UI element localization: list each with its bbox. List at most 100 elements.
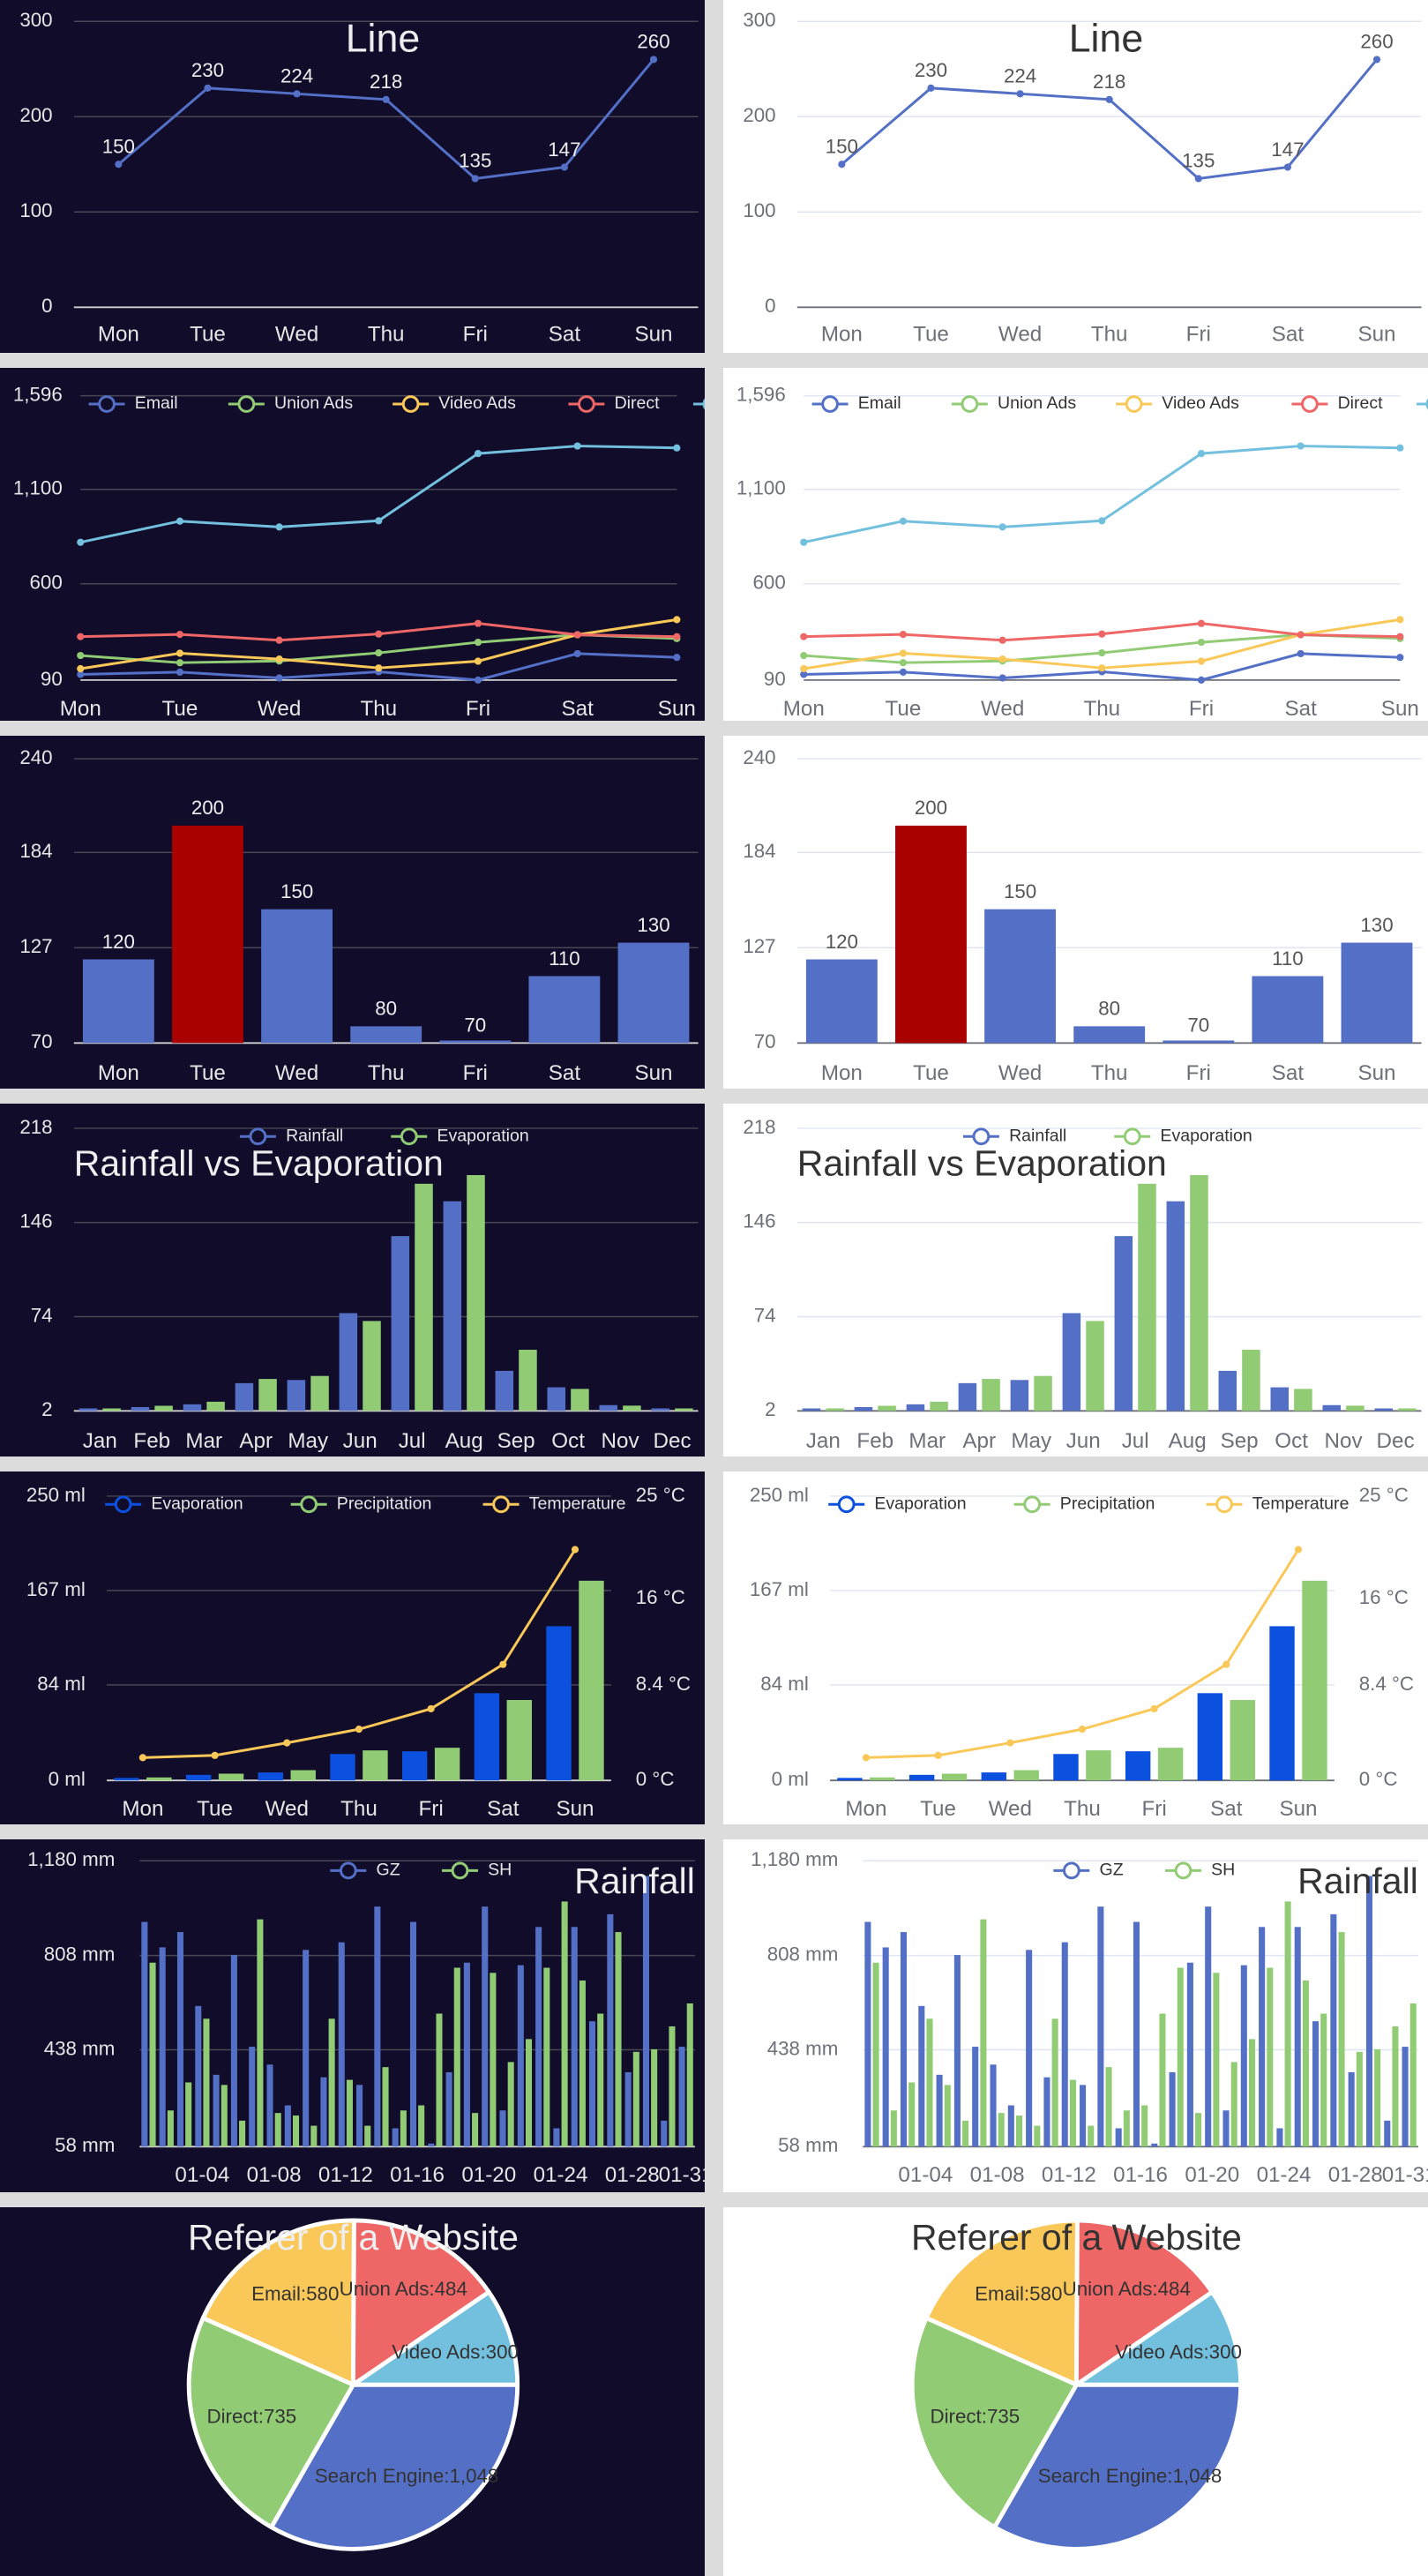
bar <box>195 2005 202 2147</box>
bar <box>1115 2128 1122 2147</box>
bar <box>114 1778 139 1781</box>
point <box>176 668 184 676</box>
bar <box>1252 976 1324 1044</box>
point <box>998 655 1006 663</box>
point <box>1150 1704 1158 1713</box>
data-label: 224 <box>280 65 313 87</box>
bar <box>543 1967 550 2147</box>
chart-panel-light: 90 600 1,100 1,596 Mon Tue Wed Thu Fri Sat Sun Emai… <box>723 368 1428 721</box>
y-tick-label: 808 mm <box>44 1943 116 1966</box>
bar <box>1322 1404 1342 1412</box>
bar <box>1125 1751 1151 1781</box>
legend-icon <box>961 395 979 413</box>
bar <box>206 1401 225 1412</box>
x-tick-label: Thu <box>340 1797 378 1821</box>
data-label: 218 <box>1093 71 1125 93</box>
bar <box>617 942 690 1044</box>
bar <box>1269 1626 1295 1781</box>
x-tick-label: May <box>1011 1429 1052 1453</box>
x-tick-label: Jun <box>1066 1429 1101 1453</box>
bar <box>519 1350 537 1412</box>
x-tick-label: Sun <box>1279 1797 1317 1821</box>
x-tick-label: 01-31 <box>659 2163 705 2187</box>
bar <box>1259 1927 1266 2147</box>
data-label: 200 <box>915 797 947 819</box>
y-tick-label: 167 ml <box>26 1578 86 1600</box>
bar <box>936 2074 943 2147</box>
point <box>838 161 846 168</box>
bar <box>872 1962 879 2147</box>
bar <box>1341 942 1413 1044</box>
point <box>1016 90 1024 98</box>
bar <box>443 1201 462 1412</box>
bar <box>900 1932 908 2147</box>
bar <box>434 1748 460 1781</box>
bar <box>1302 1580 1327 1781</box>
legend-label: Precipitation <box>337 1494 432 1513</box>
bar <box>571 1927 578 2147</box>
bar <box>1013 1770 1039 1781</box>
chart-panel-dark: 0 100 200 300 Mon Tue Wed Thu Fri Sat Sun 150 230 224… <box>0 0 705 353</box>
bar <box>1276 2128 1283 2147</box>
bar <box>428 2143 435 2147</box>
x-tick-label: Nov <box>1325 1429 1364 1453</box>
y-tick-label: 167 ml <box>750 1578 809 1600</box>
bar <box>1398 1408 1417 1412</box>
legend-label: GZ <box>377 1861 400 1880</box>
x-tick-label: Mon <box>783 697 825 721</box>
chart-panel-light: 58 mm 438 mm 808 mm 1,180 mm 01-04 01-08 01-12… <box>723 1839 1428 2192</box>
bar <box>320 2077 327 2147</box>
point <box>1197 638 1206 647</box>
data-label: 110 <box>549 947 580 970</box>
y-tick-label: 438 mm <box>44 2037 116 2059</box>
legend-icon <box>972 1127 991 1146</box>
bar <box>615 1932 622 2147</box>
pie-slice <box>351 2218 491 2387</box>
x-tick-label: 01-31 <box>1382 2163 1428 2187</box>
pie-slice <box>186 2316 355 2530</box>
point <box>1098 664 1106 672</box>
point <box>176 659 184 667</box>
point <box>471 175 479 183</box>
data-label: 150 <box>826 136 858 158</box>
x-tick-label: 01-08 <box>970 2163 1025 2187</box>
point <box>1283 163 1291 171</box>
bar <box>1197 1693 1223 1781</box>
x-tick-label: Thu <box>1083 697 1120 721</box>
chart-panel-dark: 70 127 184 240 Mon Tue Wed Thu Fri Sat Sun 120 200 15… <box>0 736 705 1089</box>
point <box>1396 444 1404 452</box>
bar <box>953 1955 961 2147</box>
bar <box>854 1406 873 1412</box>
x-tick-label: Sun <box>634 322 672 346</box>
point <box>1197 657 1206 665</box>
data-label: 230 <box>191 59 224 81</box>
point <box>499 1660 507 1668</box>
point <box>176 630 184 639</box>
point <box>1194 175 1202 183</box>
bar <box>864 1921 871 2147</box>
bar <box>1159 2013 1166 2147</box>
x-tick-label: Tue <box>197 1797 233 1821</box>
bar <box>1356 2051 1363 2147</box>
pie-slice <box>351 2289 520 2387</box>
point <box>275 674 283 682</box>
y-tick-label: 218 <box>743 1116 775 1138</box>
x-tick-label: Nov <box>602 1429 640 1453</box>
bar <box>185 1774 212 1781</box>
legend-label: Rainfall <box>286 1126 343 1145</box>
bar <box>235 1382 254 1412</box>
y-tick-label: 146 <box>743 1210 775 1232</box>
point <box>1197 450 1206 458</box>
bar <box>374 1906 381 2147</box>
legend-icon <box>1301 395 1319 413</box>
x-tick-label: 01-16 <box>390 2163 445 2187</box>
x-tick-label: Thu <box>1064 1797 1101 1821</box>
bar <box>908 1774 935 1781</box>
x-tick-label: 01-24 <box>534 2163 588 2187</box>
bar <box>1051 2018 1058 2147</box>
legend-icon <box>300 1495 318 1514</box>
legend-icon <box>1125 395 1143 413</box>
point <box>899 668 908 676</box>
bar <box>1190 1175 1208 1412</box>
x-tick-label: 01-04 <box>898 2163 953 2187</box>
